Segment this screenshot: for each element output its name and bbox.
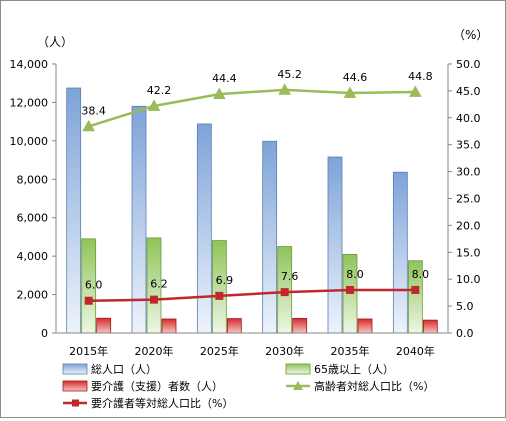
legend-label-3: 要介護（支援）者数（人） [91, 379, 223, 393]
bar-series-3-2 [161, 318, 177, 334]
left-tick-label: 12,000 [10, 96, 49, 109]
bar-series-3-4 [292, 317, 308, 334]
right-tick-label: 0.0 [456, 327, 474, 340]
data-label: 42.2 [147, 84, 172, 97]
legend-swatch-2 [285, 363, 311, 375]
bar-series-1-5 [327, 156, 343, 334]
x-tick-label: 2015年 [69, 344, 108, 358]
square-marker [411, 285, 420, 294]
triangle-marker [212, 87, 226, 100]
left-tick-label: 4,000 [17, 250, 49, 263]
x-tick-label: 2040年 [396, 344, 435, 358]
data-label: 6.2 [150, 278, 168, 291]
right-tick-label: 25.0 [456, 193, 481, 206]
left-tick-label: 14,000 [10, 58, 49, 71]
x-tick-label: 2030年 [265, 344, 304, 358]
legend-swatch-3 [62, 380, 88, 392]
right-tick-label: 50.0 [456, 58, 481, 71]
right-tick-label: 40.0 [456, 112, 481, 125]
left-tick-label: 6,000 [17, 212, 49, 225]
data-label: 38.4 [81, 104, 106, 117]
legend-label-2: 65歳以上（人） [314, 363, 394, 376]
bar-series-3-3 [226, 318, 242, 334]
right-tick-label: 5.0 [456, 300, 474, 313]
legend-marker-4 [293, 381, 303, 390]
triangle-marker [147, 99, 161, 111]
data-label: 6.0 [85, 279, 103, 292]
data-label: 44.6 [343, 71, 368, 84]
square-marker [84, 296, 93, 305]
x-tick-label: 2035年 [331, 344, 370, 358]
data-label: 7.6 [281, 270, 299, 283]
right-tick-label: 15.0 [456, 246, 481, 259]
right-tick-label: 35.0 [456, 139, 481, 152]
left-tick-label: 0 [41, 327, 48, 340]
data-label: 44.4 [212, 72, 237, 85]
bar-series-1-1 [66, 87, 82, 334]
triangle-marker [82, 119, 96, 132]
right-tick-label: 30.0 [456, 166, 481, 179]
bar-series-1-6 [392, 171, 408, 334]
bar-series-1-4 [262, 140, 278, 334]
left-tick-label: 2,000 [17, 289, 49, 302]
legend-label-1: 総人口（人） [91, 362, 157, 376]
left-tick-label: 10,000 [10, 135, 49, 148]
left-axis-unit: （人） [37, 35, 73, 49]
right-tick-label: 45.0 [456, 85, 481, 98]
triangle-marker [278, 83, 292, 95]
square-marker [215, 291, 224, 300]
square-marker [280, 288, 289, 297]
x-tick-label: 2025年 [200, 344, 239, 358]
data-label: 8.0 [412, 268, 430, 281]
square-marker [346, 285, 354, 294]
right-tick-label: 20.0 [456, 219, 481, 232]
bar-series-3-1 [96, 317, 112, 334]
square-marker [150, 295, 158, 304]
line-series-4 [88, 88, 416, 128]
legend-label-4: 高齢者対総人口比（%） [314, 379, 434, 393]
bar-series-3-6 [422, 319, 438, 334]
right-axis-unit: （%） [453, 28, 488, 42]
legend-label-5: 要介護者等対総人口比（%） [91, 396, 233, 410]
triangle-marker [343, 86, 357, 98]
data-label: 8.0 [346, 268, 364, 281]
data-label: 44.8 [408, 70, 433, 83]
bar-series-1-3 [196, 123, 212, 334]
data-label: 6.9 [216, 274, 234, 287]
line-series-5 [88, 288, 416, 302]
x-tick-label: 2020年 [135, 344, 174, 358]
left-tick-label: 8,000 [17, 173, 49, 186]
right-tick-label: 10.0 [456, 273, 481, 286]
bar-series-3-5 [357, 318, 373, 334]
data-label: 45.2 [277, 68, 302, 81]
triangle-marker [408, 85, 422, 97]
legend-marker-5 [72, 399, 79, 407]
legend-swatch-1 [62, 363, 88, 375]
